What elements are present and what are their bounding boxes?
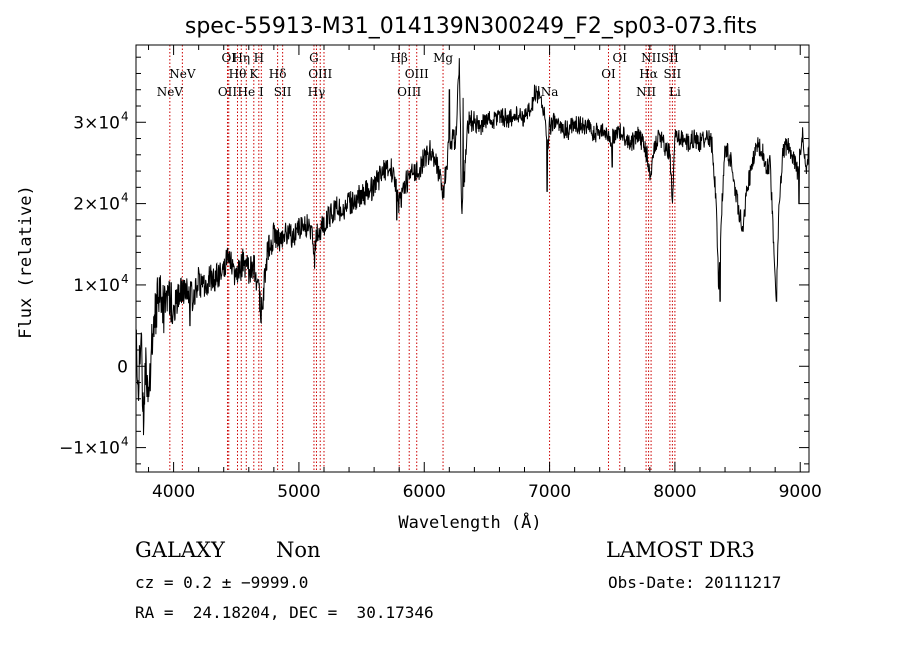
chart-title: spec-55913-M31_014139N300249_F2_sp03-073…	[185, 14, 757, 39]
line-marker-label: I	[259, 85, 264, 99]
y-tick-exponent: 4	[121, 272, 129, 286]
x-tick-label: 8000	[653, 482, 696, 502]
line-marker-label: OIII	[405, 67, 429, 81]
survey-name: LAMOST DR3	[606, 538, 755, 562]
x-tick-label: 6000	[403, 482, 446, 502]
line-marker-label: K	[249, 67, 259, 81]
x-tick-label: 5000	[277, 482, 320, 502]
object-class: GALAXY	[135, 538, 225, 562]
line-marker-label: H	[254, 51, 264, 65]
y-tick-label: 0	[117, 357, 128, 377]
line-marker-label: NeV	[157, 85, 184, 99]
line-marker-label: Hα	[639, 67, 658, 81]
line-marker-label: NII	[641, 51, 661, 65]
y-axis-ticks: −1×10 401×10 42×10 43×10 4	[59, 56, 809, 465]
coordinates-text: RA = 24.18204, DEC = 30.17346	[135, 603, 434, 622]
x-tick-label: 9000	[779, 482, 822, 502]
line-marker-label: Hη	[232, 51, 250, 65]
object-subclass: Non	[276, 538, 321, 562]
line-marker-label: OI	[601, 67, 616, 81]
line-marker-label: Li	[669, 85, 681, 99]
line-marker-label: OII	[218, 85, 238, 99]
line-marker-label: SII	[274, 85, 292, 99]
y-tick-exponent: 4	[121, 109, 129, 123]
line-marker-label: OI	[221, 51, 236, 65]
y-tick-label: 1×10	[73, 276, 120, 296]
x-tick-label: 7000	[528, 482, 571, 502]
line-marker-label: NeV	[169, 67, 196, 81]
x-axis-ticks: 4000 5000 6000 7000 8000 9000	[148, 45, 822, 502]
redshift-text: cz = 0.2 ± −9999.0	[135, 573, 309, 592]
line-marker-label: NII	[636, 85, 656, 99]
line-marker-label: Mg	[433, 51, 453, 65]
x-axis-label: Wavelength (Å)	[398, 511, 541, 533]
spectrum-line	[135, 58, 810, 436]
line-marker-label: Na	[541, 85, 559, 99]
y-tick-exponent: 4	[121, 435, 129, 449]
line-marker-label: OI	[612, 51, 627, 65]
line-marker-label: Hθ	[229, 67, 247, 81]
line-marker-label: Hδ	[269, 67, 287, 81]
spectral-line-markers	[169, 45, 676, 472]
obs-date: Obs-Date: 20111217	[608, 573, 782, 592]
y-tick-label: 3×10	[73, 113, 120, 133]
plot-frame	[135, 44, 810, 473]
line-marker-label: He	[237, 85, 255, 99]
spectral-line-labels: NeV NeV OII OI Hθ Hη He KH I Hδ SII G Hγ OIII Hβ OIII OI…	[157, 51, 682, 99]
x-tick-label: 4000	[152, 482, 195, 502]
line-marker-label: OIII	[308, 67, 332, 81]
line-marker-label: OIII	[397, 85, 421, 99]
y-axis-label: Flux (relative)	[16, 185, 36, 339]
line-marker-label: G	[309, 51, 319, 65]
y-tick-exponent: 4	[121, 191, 129, 205]
y-tick-label: 2×10	[73, 195, 120, 215]
line-marker-label: SII	[661, 51, 679, 65]
line-marker-label: Hβ	[390, 51, 407, 65]
y-tick-label: −1×10	[59, 439, 120, 459]
line-marker-label: Hγ	[308, 85, 326, 99]
line-marker-label: SII	[664, 67, 682, 81]
